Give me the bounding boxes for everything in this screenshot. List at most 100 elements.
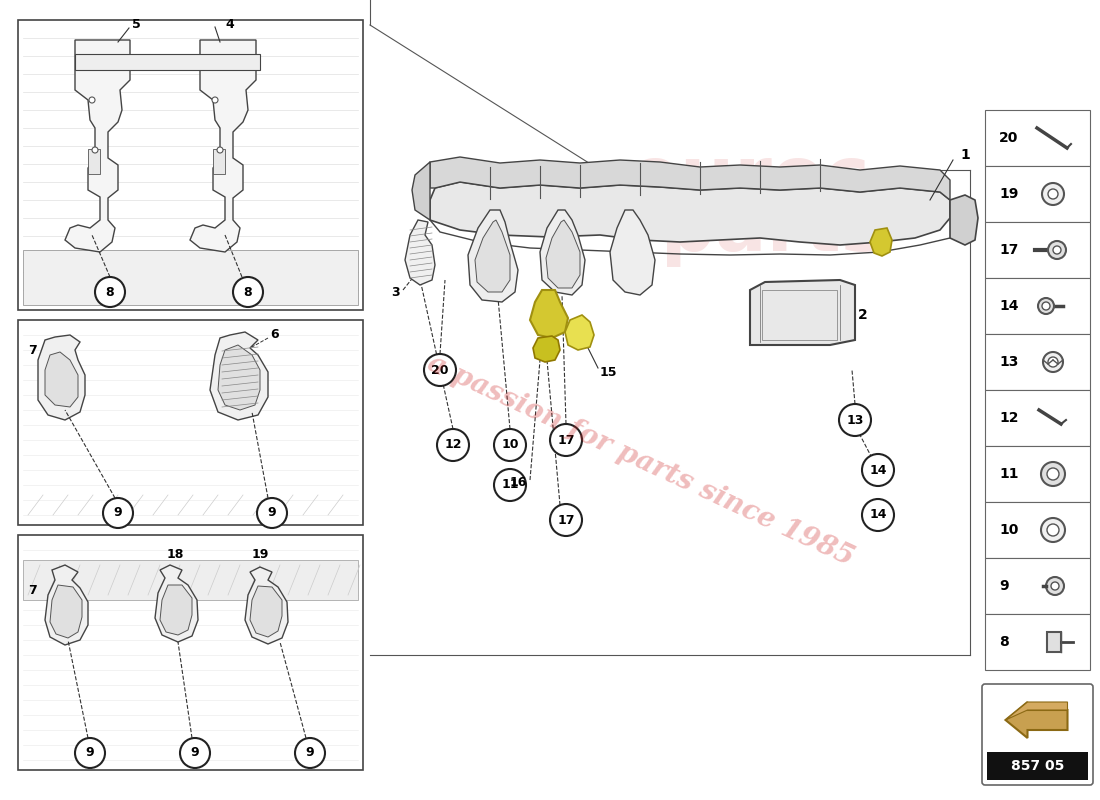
Circle shape: [295, 738, 324, 768]
Bar: [1047, 632, 1062, 652]
Circle shape: [212, 97, 218, 103]
Polygon shape: [190, 40, 256, 252]
Text: 9: 9: [999, 579, 1009, 593]
Text: 16: 16: [509, 475, 527, 489]
Text: 13: 13: [999, 355, 1019, 369]
Text: 4: 4: [226, 18, 233, 31]
Text: 17: 17: [558, 434, 574, 446]
Text: 17: 17: [558, 514, 574, 526]
Bar: [75, 54, 260, 70]
Text: rparts: rparts: [624, 193, 887, 267]
Text: 9: 9: [190, 746, 199, 759]
Circle shape: [1042, 302, 1050, 310]
Text: 19: 19: [999, 187, 1019, 201]
Bar: [984, 502, 1090, 558]
Circle shape: [862, 454, 894, 486]
Text: 13: 13: [846, 414, 864, 426]
Text: 10: 10: [999, 523, 1019, 537]
Text: 18: 18: [166, 549, 184, 562]
Polygon shape: [45, 352, 78, 407]
Polygon shape: [950, 195, 978, 245]
Text: 7: 7: [28, 343, 36, 357]
Text: 8: 8: [999, 635, 1009, 649]
Text: 5: 5: [132, 18, 141, 31]
Circle shape: [494, 429, 526, 461]
Text: 11: 11: [502, 478, 519, 491]
FancyBboxPatch shape: [982, 684, 1093, 785]
Circle shape: [1038, 298, 1054, 314]
Bar: [18, 535, 363, 770]
Text: 20: 20: [431, 363, 449, 377]
Polygon shape: [750, 280, 855, 345]
Text: 17: 17: [999, 243, 1019, 257]
Polygon shape: [610, 210, 654, 295]
Text: 1: 1: [960, 148, 970, 162]
Circle shape: [550, 424, 582, 456]
Circle shape: [75, 738, 104, 768]
Bar: [984, 446, 1090, 502]
Bar: [23, 560, 358, 600]
Text: 9: 9: [306, 746, 315, 759]
Text: 7: 7: [28, 583, 36, 597]
Text: euroc: euroc: [629, 143, 871, 217]
Polygon shape: [546, 220, 580, 288]
Polygon shape: [540, 210, 585, 295]
Circle shape: [1041, 518, 1065, 542]
Text: 12: 12: [444, 438, 462, 451]
Polygon shape: [870, 228, 892, 256]
Text: 9: 9: [113, 506, 122, 519]
Text: 2: 2: [858, 308, 868, 322]
Text: 19: 19: [251, 549, 268, 562]
Circle shape: [1043, 352, 1063, 372]
Bar: [987, 752, 1088, 780]
Circle shape: [103, 498, 133, 528]
Bar: [984, 110, 1090, 166]
Polygon shape: [155, 565, 198, 642]
Text: a passion for parts since 1985: a passion for parts since 1985: [422, 349, 857, 571]
Bar: [984, 278, 1090, 334]
Circle shape: [233, 277, 263, 307]
Polygon shape: [565, 315, 594, 350]
Text: 14: 14: [999, 299, 1019, 313]
Polygon shape: [1005, 702, 1067, 738]
Circle shape: [1047, 468, 1059, 480]
Circle shape: [257, 498, 287, 528]
Text: 11: 11: [999, 467, 1019, 481]
Circle shape: [839, 404, 871, 436]
Text: 14: 14: [869, 509, 887, 522]
Polygon shape: [430, 157, 950, 200]
Circle shape: [550, 504, 582, 536]
Text: 3: 3: [392, 286, 400, 299]
Bar: [213, 149, 226, 174]
Circle shape: [92, 147, 98, 153]
Polygon shape: [210, 332, 268, 420]
Polygon shape: [430, 182, 950, 245]
Circle shape: [1050, 582, 1059, 590]
Circle shape: [494, 469, 526, 501]
Circle shape: [1047, 524, 1059, 536]
Polygon shape: [530, 290, 568, 338]
Text: 12: 12: [999, 411, 1019, 425]
Bar: [984, 166, 1090, 222]
Polygon shape: [468, 210, 518, 302]
Bar: [88, 149, 100, 174]
Circle shape: [180, 738, 210, 768]
Text: 9: 9: [86, 746, 95, 759]
Text: 20: 20: [999, 131, 1019, 145]
Polygon shape: [45, 565, 88, 645]
Polygon shape: [412, 162, 430, 220]
Circle shape: [1048, 357, 1058, 367]
Circle shape: [217, 147, 223, 153]
Text: 15: 15: [600, 366, 617, 378]
Bar: [984, 334, 1090, 390]
Circle shape: [1053, 246, 1062, 254]
Polygon shape: [65, 40, 130, 252]
Text: 857 05: 857 05: [1011, 759, 1064, 773]
Polygon shape: [1005, 702, 1067, 720]
Text: 8: 8: [106, 286, 114, 298]
Bar: [984, 390, 1090, 446]
Polygon shape: [39, 335, 85, 420]
Circle shape: [95, 277, 125, 307]
Text: 9: 9: [267, 506, 276, 519]
Circle shape: [1041, 462, 1065, 486]
